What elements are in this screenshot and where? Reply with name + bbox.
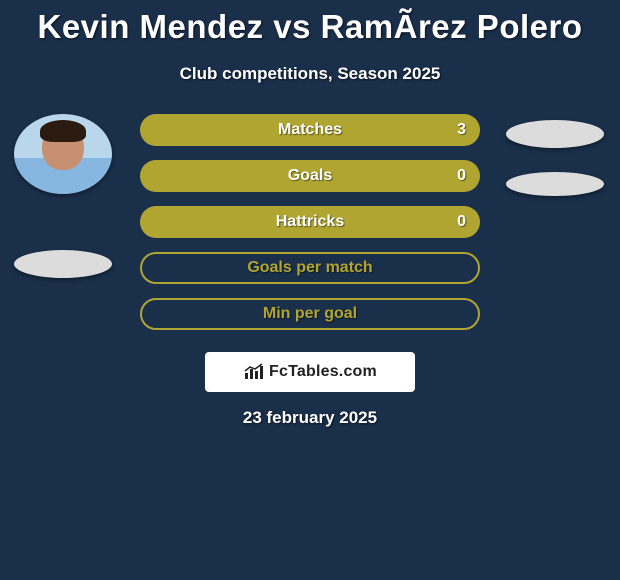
stat-row-goals: Goals 0 xyxy=(140,160,480,192)
comparison-panel: Matches 3 Goals 0 Hattricks 0 Goals per … xyxy=(0,114,620,428)
player1-photo-secondary xyxy=(14,250,112,278)
stat-value: 0 xyxy=(457,167,466,185)
chart-icon xyxy=(243,363,265,381)
page-title: Kevin Mendez vs RamÃ­rez Polero xyxy=(0,0,620,46)
stat-value: 0 xyxy=(457,213,466,231)
player2-photo-secondary xyxy=(506,172,604,196)
stat-label: Hattricks xyxy=(276,213,344,231)
stat-label: Matches xyxy=(278,121,342,139)
stat-row-min-per-goal: Min per goal xyxy=(140,298,480,330)
stat-label: Goals xyxy=(288,167,332,185)
subtitle: Club competitions, Season 2025 xyxy=(0,64,620,84)
brand-text: FcTables.com xyxy=(269,363,377,381)
stat-row-goals-per-match: Goals per match xyxy=(140,252,480,284)
stat-label: Goals per match xyxy=(247,259,372,277)
stat-row-matches: Matches 3 xyxy=(140,114,480,146)
player2-photo xyxy=(506,120,604,148)
right-player-avatars xyxy=(500,114,610,196)
left-player-avatars xyxy=(8,114,118,278)
stat-label: Min per goal xyxy=(263,305,357,323)
brand-badge: FcTables.com xyxy=(205,352,415,392)
player1-photo xyxy=(14,114,112,194)
date-text: 23 february 2025 xyxy=(0,408,620,428)
stat-row-hattricks: Hattricks 0 xyxy=(140,206,480,238)
stat-value: 3 xyxy=(457,121,466,139)
stat-rows: Matches 3 Goals 0 Hattricks 0 Goals per … xyxy=(140,114,480,330)
